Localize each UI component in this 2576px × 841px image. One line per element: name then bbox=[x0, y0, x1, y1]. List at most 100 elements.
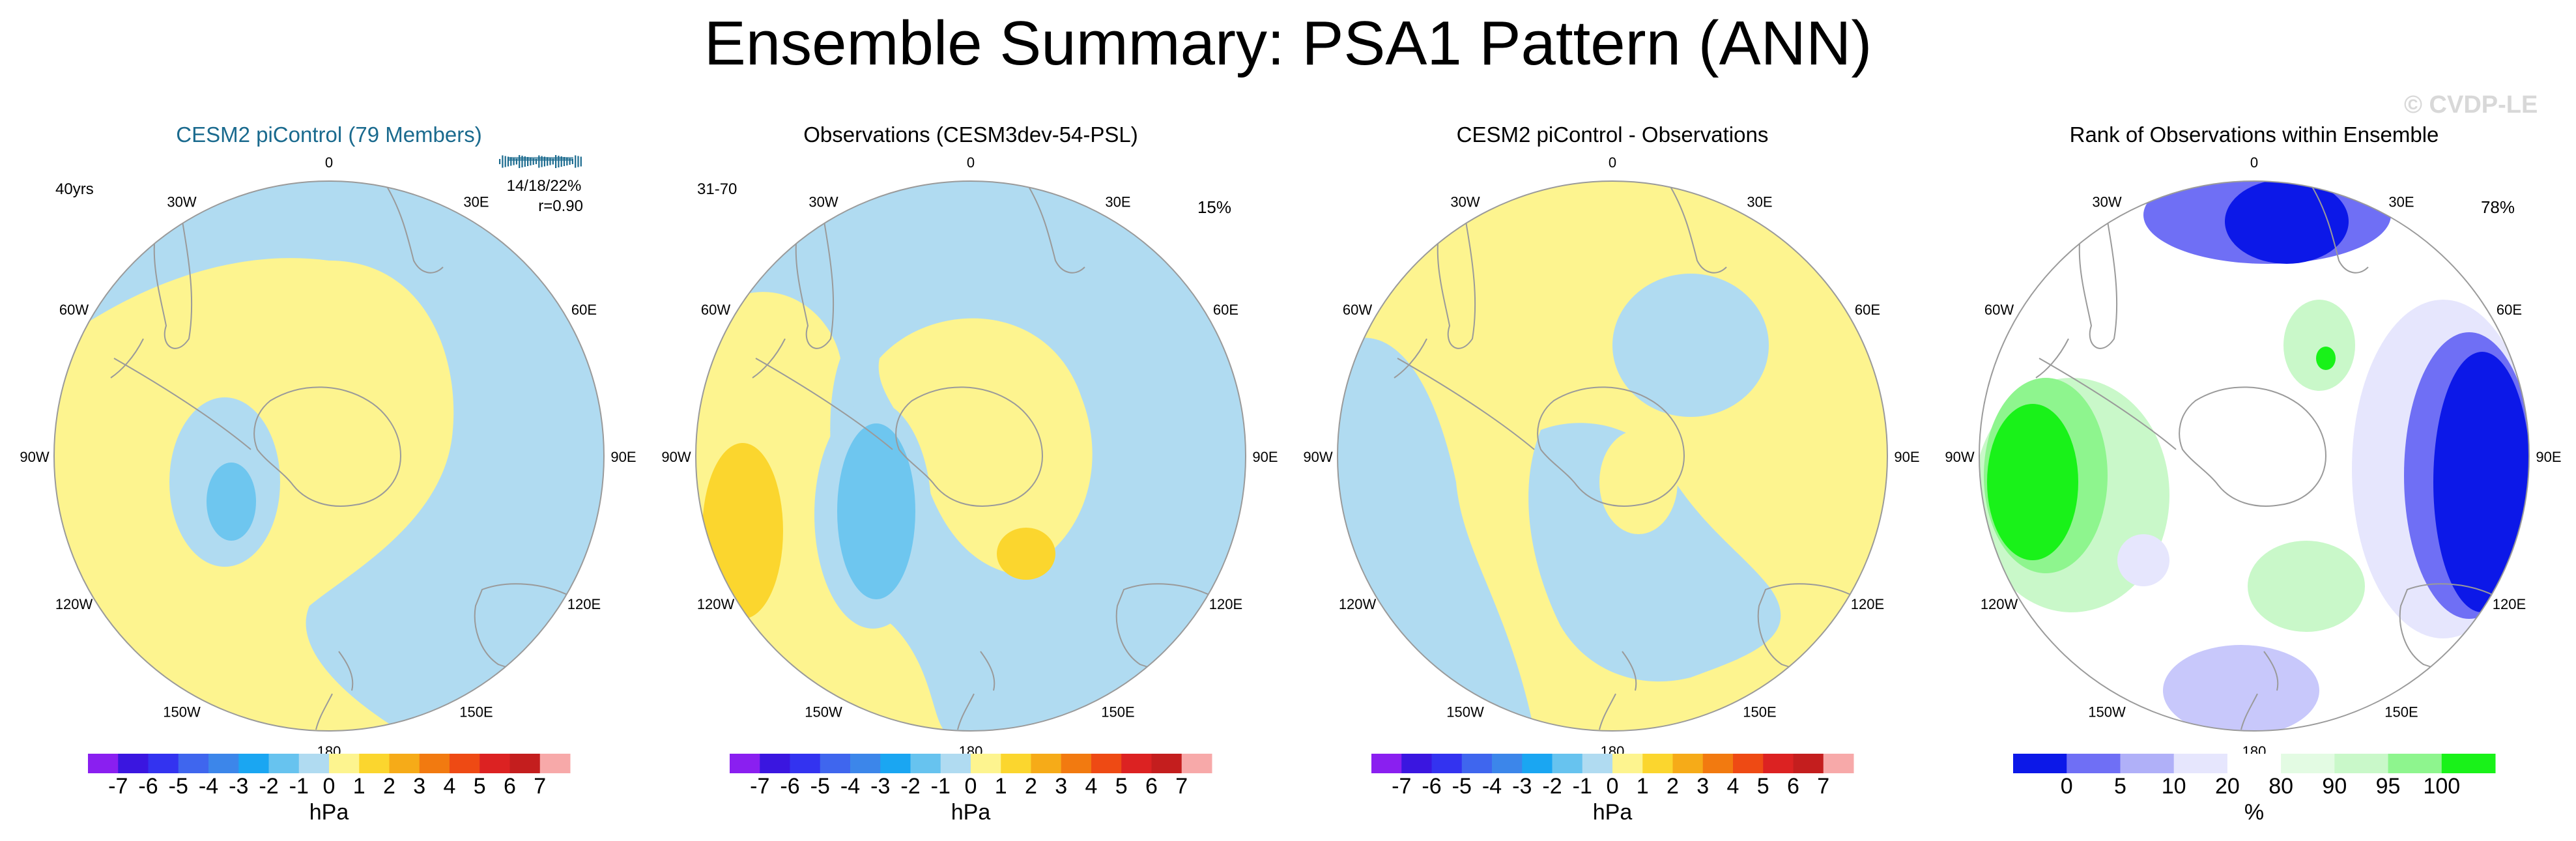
stats-tick bbox=[524, 156, 526, 167]
colorbar-tick: -7 bbox=[750, 774, 769, 799]
colorbar-tick: 2 bbox=[1667, 774, 1679, 799]
colorbar-tick: -6 bbox=[1422, 774, 1441, 799]
longitude-label: 120W bbox=[55, 596, 93, 612]
stats-tick bbox=[527, 157, 529, 166]
colorbar-tick: 0 bbox=[965, 774, 977, 799]
figure-title: Ensemble Summary: PSA1 Pattern (ANN) bbox=[704, 8, 1872, 78]
colorbar-tick: 0 bbox=[2061, 774, 2073, 799]
panel-3: CESM2 piControl - Observations 0 30E 60E 90E… bbox=[1303, 122, 1919, 825]
field-positive-core-east bbox=[997, 528, 1055, 580]
coastline-6 bbox=[1025, 182, 1085, 274]
rank-green-2-core bbox=[2316, 347, 2336, 370]
longitude-label: 90W bbox=[20, 449, 49, 465]
colorbar-swatch bbox=[389, 754, 420, 773]
longitude-label: 30W bbox=[167, 194, 196, 210]
colorbar-tick: -1 bbox=[1573, 774, 1592, 799]
stats-tick bbox=[566, 158, 568, 165]
longitude-label: 60W bbox=[1984, 302, 2014, 318]
colorbar-tick: 0 bbox=[1607, 774, 1619, 799]
panel-right-annotation: 15% bbox=[1197, 197, 1231, 217]
colorbar-swatch bbox=[268, 754, 300, 773]
panel-title: CESM2 piControl - Observations bbox=[1457, 122, 1769, 147]
stats-bar-range bbox=[508, 157, 573, 161]
colorbar-swatch bbox=[910, 754, 941, 773]
colorbar: 0 5 10 20 80 90 95 100% bbox=[2013, 754, 2496, 825]
longitude-label: 150W bbox=[805, 704, 842, 720]
longitude-label: 120E bbox=[567, 596, 601, 612]
colorbar-swatch bbox=[1492, 754, 1523, 773]
colorbar: -7 -6 -5 -4 -3 -2 -1 0 1 2 3 4 5 6 7 hPa bbox=[730, 754, 1212, 825]
stats-tick bbox=[549, 158, 551, 165]
colorbar-tick: -7 bbox=[108, 774, 128, 799]
coastline-2 bbox=[2078, 221, 2118, 349]
colorbar-swatch bbox=[1061, 754, 1092, 773]
colorbar-swatch bbox=[1031, 754, 1062, 773]
colorbar-swatch bbox=[820, 754, 851, 773]
colorbar-tick: -3 bbox=[229, 774, 248, 799]
stats-tick bbox=[543, 156, 545, 167]
colorbar-swatch bbox=[2281, 754, 2335, 773]
map-fields bbox=[1979, 181, 2529, 731]
coastline-2 bbox=[795, 221, 835, 349]
longitude-label: 60E bbox=[1855, 302, 1880, 318]
colorbar-tick: 80 bbox=[2268, 774, 2293, 799]
stats-tick bbox=[555, 155, 557, 168]
colorbar-tick: -6 bbox=[138, 774, 158, 799]
colorbar-tick: 0 bbox=[323, 774, 336, 799]
longitude-label: 150W bbox=[1446, 704, 1484, 720]
colorbar-swatch bbox=[1642, 754, 1673, 773]
colorbar-swatch bbox=[2067, 754, 2121, 773]
panel-1: CESM2 piControl (79 Members) 40yrs 0 30E 60E… bbox=[20, 122, 636, 825]
field-positive-center bbox=[878, 318, 1093, 573]
colorbar-swatch bbox=[1763, 754, 1794, 773]
longitude-label: 90E bbox=[2536, 449, 2561, 465]
longitude-label: 0 bbox=[325, 154, 333, 171]
field-positive-pole bbox=[1599, 430, 1678, 534]
coastline-3 bbox=[110, 338, 144, 378]
stats-tick bbox=[552, 158, 554, 165]
coastline-2 bbox=[1437, 221, 1476, 349]
longitude-label: 120E bbox=[1209, 596, 1242, 612]
colorbar: -7 -6 -5 -4 -3 -2 -1 0 1 2 3 4 5 6 7 hPa bbox=[1371, 754, 1854, 825]
longitude-label: 120W bbox=[1981, 596, 2018, 612]
stats-tick bbox=[519, 155, 521, 168]
colorbar-tick: 100 bbox=[2423, 774, 2460, 799]
longitude-label: 0 bbox=[967, 154, 975, 171]
colorbar-swatch bbox=[1552, 754, 1583, 773]
colorbar-swatch bbox=[1522, 754, 1553, 773]
stats-tick bbox=[513, 158, 515, 165]
colorbar-swatch bbox=[2013, 754, 2067, 773]
coastline-0 bbox=[2179, 386, 2327, 507]
longitude-label: 90W bbox=[1945, 449, 1974, 465]
colorbar-tick: -5 bbox=[169, 774, 188, 799]
colorbar-swatch bbox=[2227, 754, 2282, 773]
colorbar-swatch bbox=[1091, 754, 1122, 773]
colorbar-tick: -3 bbox=[1512, 774, 1532, 799]
map-boundary bbox=[695, 180, 1246, 732]
colorbar-swatch bbox=[730, 754, 760, 773]
coastline-3 bbox=[1394, 338, 1427, 378]
colorbar-tick: 20 bbox=[2215, 774, 2240, 799]
longitude-label: 30W bbox=[809, 194, 838, 210]
field-negative-core bbox=[837, 423, 915, 599]
longitude-label: 60W bbox=[701, 302, 730, 318]
colorbar-tick: -2 bbox=[1542, 774, 1562, 799]
longitude-label: 120W bbox=[1339, 596, 1377, 612]
colorbar-swatch bbox=[539, 754, 571, 773]
longitude-label: 60E bbox=[2497, 302, 2522, 318]
coastline-3 bbox=[752, 338, 786, 378]
colorbar-swatch bbox=[2441, 754, 2496, 773]
colorbar-tick: -2 bbox=[259, 774, 278, 799]
colorbar-tick: 6 bbox=[504, 774, 516, 799]
coastline-5 bbox=[957, 651, 995, 730]
stats-tick bbox=[569, 158, 571, 165]
colorbar-swatch bbox=[2334, 754, 2389, 773]
longitude-label: 90E bbox=[610, 449, 636, 465]
colorbar-swatch bbox=[178, 754, 209, 773]
colorbar-tick: 5 bbox=[2114, 774, 2126, 799]
rank-blue-small bbox=[2117, 534, 2169, 586]
stats-tick bbox=[575, 155, 577, 168]
coastline-0 bbox=[253, 386, 402, 507]
longitude-label: 90E bbox=[1252, 449, 1278, 465]
longitude-label: 90E bbox=[1894, 449, 1919, 465]
